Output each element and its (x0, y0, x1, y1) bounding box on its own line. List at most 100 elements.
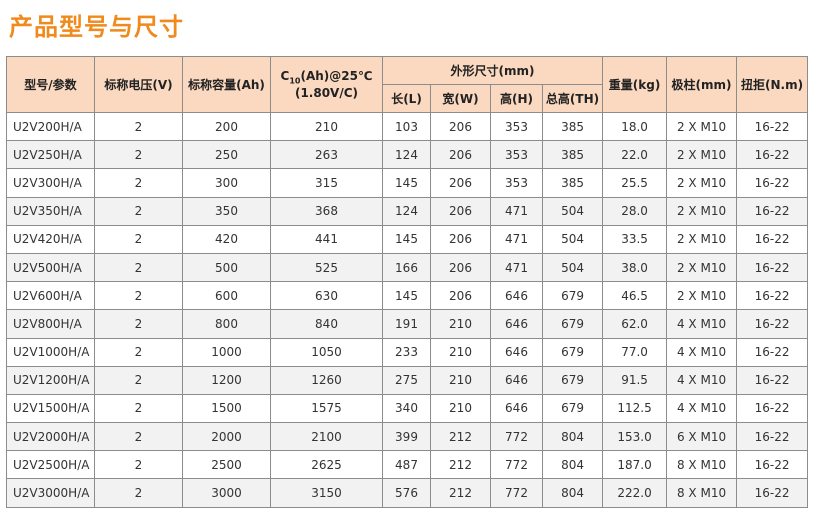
cell-torque: 16-22 (736, 337, 809, 367)
cell-model: U2V2000H/A (6, 422, 95, 452)
cell-l: 399 (382, 422, 431, 452)
cell-h: 471 (490, 252, 543, 283)
table-row: U2V500H/A 2 500 525 166 206 471 504 38.0 2 X M10 1… (6, 252, 809, 283)
cell-l: 233 (382, 337, 431, 367)
cell-h: 646 (490, 337, 543, 367)
cell-w: 210 (430, 337, 491, 367)
spec-table: 型号/参数 标称电压(V) 标称容量(Ah) C10(Ah)@25℃ (1.80… (6, 56, 809, 508)
cell-weight: 33.5 (602, 224, 668, 254)
cell-model: U2V1200H/A (6, 365, 95, 395)
cell-th: 679 (541, 393, 604, 424)
cell-torque: 16-22 (736, 365, 809, 395)
c10-prefix: C (280, 69, 290, 84)
cell-c10: 368 (270, 196, 383, 226)
col-header-width: 宽(W) (430, 84, 491, 113)
cell-th: 804 (541, 478, 604, 508)
col-header-voltage: 标称电压(V) (94, 56, 183, 113)
cell-l: 145 (382, 281, 431, 311)
cell-terminal: 8 X M10 (666, 450, 738, 480)
cell-capacity: 200 (182, 111, 271, 142)
c10-line2: (1.80V/C) (294, 85, 359, 100)
cell-model: U2V600H/A (6, 281, 95, 311)
cell-th: 504 (541, 196, 604, 226)
cell-th: 804 (541, 422, 604, 452)
cell-c10: 315 (270, 168, 383, 198)
cell-th: 804 (541, 450, 604, 480)
cell-model: U2V800H/A (6, 309, 95, 339)
cell-model: U2V300H/A (6, 168, 95, 198)
col-header-terminal: 极柱(mm) (666, 56, 738, 113)
cell-capacity: 250 (182, 140, 271, 170)
cell-terminal: 2 X M10 (666, 281, 738, 311)
cell-w: 206 (430, 111, 491, 142)
col-header-length: 长(L) (382, 84, 431, 113)
table-row: U2V800H/A 2 800 840 191 210 646 679 62.0 4 X M10 1… (6, 309, 809, 339)
cell-w: 206 (430, 252, 491, 283)
cell-l: 145 (382, 168, 431, 198)
cell-weight: 112.5 (602, 393, 668, 424)
table-row: U2V200H/A 2 200 210 103 206 353 385 18.0 2 X M10 1… (6, 111, 809, 142)
cell-torque: 16-22 (736, 140, 809, 170)
table-row: U2V250H/A 2 250 263 124 206 353 385 22.0 2 X M10 1… (6, 140, 809, 170)
cell-capacity: 1000 (182, 337, 271, 367)
cell-capacity: 300 (182, 168, 271, 198)
cell-capacity: 350 (182, 196, 271, 226)
cell-voltage: 2 (94, 252, 183, 283)
cell-l: 166 (382, 252, 431, 283)
cell-terminal: 2 X M10 (666, 196, 738, 226)
cell-th: 679 (541, 337, 604, 367)
cell-c10: 2100 (270, 422, 383, 452)
cell-model: U2V1000H/A (6, 337, 95, 367)
cell-terminal: 4 X M10 (666, 309, 738, 339)
cell-weight: 62.0 (602, 309, 668, 339)
cell-w: 206 (430, 281, 491, 311)
cell-terminal: 2 X M10 (666, 111, 738, 142)
cell-c10: 840 (270, 309, 383, 339)
cell-w: 206 (430, 196, 491, 226)
cell-h: 646 (490, 365, 543, 395)
cell-voltage: 2 (94, 224, 183, 254)
col-header-dimensions: 外形尺寸(mm) (381, 56, 604, 85)
cell-c10: 2625 (270, 450, 383, 480)
cell-weight: 22.0 (602, 140, 668, 170)
cell-l: 124 (382, 140, 431, 170)
cell-torque: 16-22 (736, 478, 809, 508)
cell-torque: 16-22 (736, 450, 809, 480)
cell-c10: 630 (270, 281, 383, 311)
cell-w: 212 (430, 478, 491, 508)
cell-th: 504 (541, 224, 604, 254)
table-row: U2V600H/A 2 600 630 145 206 646 679 46.5 2 X M10 1… (6, 281, 809, 311)
cell-voltage: 2 (94, 140, 183, 170)
cell-torque: 16-22 (736, 393, 809, 424)
cell-capacity: 500 (182, 252, 271, 283)
cell-weight: 187.0 (602, 450, 668, 480)
col-header-c10: C10(Ah)@25℃ (1.80V/C) (270, 56, 383, 113)
c10-suffix: (Ah)@25℃ (300, 69, 373, 84)
cell-c10: 1260 (270, 365, 383, 395)
cell-c10: 441 (270, 224, 383, 254)
cell-l: 576 (382, 478, 431, 508)
cell-capacity: 3000 (182, 478, 271, 508)
cell-c10: 210 (270, 111, 383, 142)
page-title: 产品型号与尺寸 (9, 13, 184, 41)
cell-weight: 222.0 (602, 478, 668, 508)
cell-weight: 28.0 (602, 196, 668, 226)
col-header-model: 型号/参数 (6, 56, 95, 113)
cell-c10: 3150 (270, 478, 383, 508)
cell-w: 210 (430, 309, 491, 339)
col-header-torque: 扭拒(N.m) (736, 56, 809, 113)
cell-terminal: 4 X M10 (666, 393, 738, 424)
col-header-height: 高(H) (490, 84, 543, 113)
cell-c10: 263 (270, 140, 383, 170)
cell-voltage: 2 (94, 450, 183, 480)
cell-voltage: 2 (94, 478, 183, 508)
cell-terminal: 2 X M10 (666, 168, 738, 198)
table-row: U2V350H/A 2 350 368 124 206 471 504 28.0 2 X M10 1… (6, 196, 809, 226)
table-row: U2V300H/A 2 300 315 145 206 353 385 25.5 2 X M10 1… (6, 168, 809, 198)
col-header-total-height: 总高(TH) (541, 84, 604, 113)
cell-c10: 1575 (270, 393, 383, 424)
cell-terminal: 2 X M10 (666, 252, 738, 283)
cell-torque: 16-22 (736, 309, 809, 339)
cell-w: 212 (430, 450, 491, 480)
cell-h: 646 (490, 393, 543, 424)
